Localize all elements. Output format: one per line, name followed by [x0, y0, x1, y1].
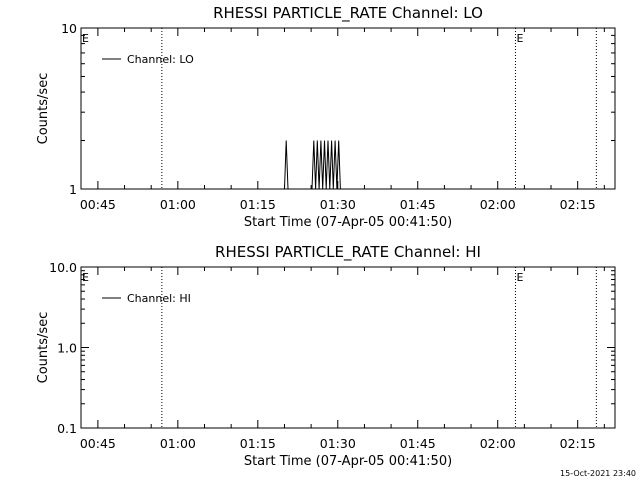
event-marker-hi: E	[516, 271, 523, 284]
x-tick-label-lo: 01:45	[400, 197, 436, 212]
plot-frame-lo	[80, 27, 616, 190]
footer-timestamp: 15-Oct-2021 23:40	[560, 469, 636, 478]
chart-title-hi: RHESSI PARTICLE_RATE Channel: HI	[215, 243, 481, 262]
event-marker-lo: E	[516, 32, 523, 45]
series-line-lo	[284, 140, 341, 190]
x-tick-label-lo: 01:00	[160, 197, 196, 212]
y-axis-label-hi: Counts/sec	[36, 312, 51, 384]
x-tick-label-lo: 01:30	[320, 197, 356, 212]
x-tick-label-hi: 02:00	[480, 436, 516, 451]
y-tick-label-hi: 0.1	[57, 421, 77, 436]
x-tick-label-hi: 01:00	[160, 436, 196, 451]
event-marker-lo: E	[82, 32, 89, 45]
y-tick-label-hi: 10.0	[49, 260, 77, 275]
legend-label-lo: Channel: LO	[127, 53, 194, 66]
x-tick-label-hi: 01:45	[400, 436, 436, 451]
y-tick-label-lo: 1	[69, 182, 77, 197]
x-tick-label-lo: 02:15	[560, 197, 596, 212]
y-tick-label-lo: 10	[61, 21, 77, 36]
x-tick-label-hi: 00:45	[80, 436, 116, 451]
x-axis-label-lo: Start Time (07-Apr-05 00:41:50)	[244, 215, 452, 230]
x-tick-label-lo: 00:45	[80, 197, 116, 212]
x-tick-label-lo: 01:15	[240, 197, 276, 212]
chart-title-lo: RHESSI PARTICLE_RATE Channel: LO	[213, 4, 483, 23]
event-marker-hi: E	[82, 271, 89, 284]
y-axis-label-lo: Counts/sec	[36, 73, 51, 145]
x-tick-label-hi: 01:15	[240, 436, 276, 451]
x-tick-label-hi: 02:15	[560, 436, 596, 451]
x-tick-label-lo: 02:00	[480, 197, 516, 212]
x-axis-label-hi: Start Time (07-Apr-05 00:41:50)	[244, 454, 452, 469]
legend-label-hi: Channel: HI	[127, 292, 191, 305]
y-tick-label-hi: 1.0	[57, 341, 77, 356]
x-tick-label-hi: 01:30	[320, 436, 356, 451]
